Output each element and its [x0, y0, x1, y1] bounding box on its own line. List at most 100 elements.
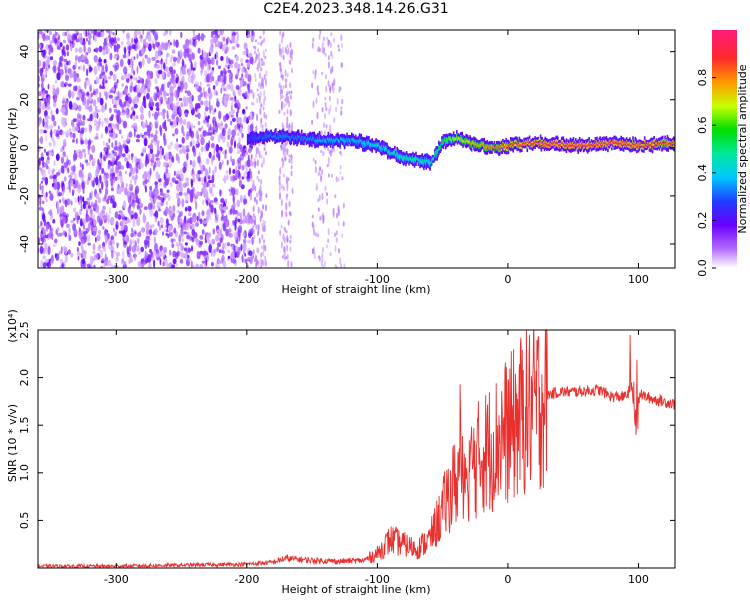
noise-speck	[281, 210, 283, 218]
noise-speck	[342, 221, 345, 227]
signal-core	[375, 144, 377, 147]
noise-speck	[213, 89, 218, 96]
noise-speck	[223, 215, 228, 223]
noise-speck	[59, 42, 63, 47]
noise-speck	[96, 164, 101, 174]
noise-speck	[124, 47, 127, 56]
noise-speck	[52, 174, 57, 180]
top-ytick-label: 0	[18, 144, 31, 151]
noise-speck	[247, 74, 252, 83]
noise-speck	[46, 55, 50, 60]
noise-speck	[49, 40, 53, 44]
noise-speck	[88, 162, 91, 166]
noise-speck	[133, 86, 136, 93]
noise-speck	[214, 165, 217, 173]
noise-speck	[322, 151, 325, 157]
noise-speck	[105, 179, 109, 189]
noise-speck	[89, 84, 92, 93]
noise-speck	[178, 87, 181, 93]
noise-speck	[249, 170, 253, 179]
noise-speck	[52, 33, 55, 42]
noise-speck	[203, 34, 206, 38]
signal-core	[625, 143, 627, 147]
noise-speck	[205, 258, 208, 266]
noise-speck	[82, 196, 85, 203]
noise-speck	[112, 150, 115, 154]
noise-speck	[178, 144, 183, 148]
noise-speck	[158, 196, 163, 201]
noise-speck	[336, 212, 339, 219]
noise-speck	[340, 62, 343, 69]
noise-speck	[181, 198, 185, 208]
noise-speck	[68, 128, 72, 133]
top-xtick-label: 100	[628, 273, 649, 286]
noise-speck	[156, 140, 160, 145]
noise-speck	[280, 198, 283, 207]
noise-speck	[65, 100, 69, 109]
noise-speck	[66, 51, 70, 57]
noise-speck	[111, 249, 114, 259]
noise-speck	[245, 70, 249, 79]
noise-speck	[204, 130, 207, 136]
noise-speck	[77, 56, 82, 63]
noise-speck	[315, 182, 318, 191]
noise-speck	[47, 156, 50, 160]
noise-speck	[184, 112, 188, 118]
noise-speck	[260, 252, 263, 258]
noise-speck	[121, 218, 126, 226]
signal-core	[476, 144, 478, 147]
noise-speck	[103, 59, 107, 64]
noise-speck	[105, 63, 108, 73]
signal-core	[643, 145, 645, 148]
noise-speck	[200, 177, 205, 183]
noise-speck	[234, 245, 239, 252]
noise-speck	[106, 30, 109, 33]
noise-speck	[85, 68, 89, 77]
noise-speck	[318, 256, 321, 262]
noise-speck	[252, 92, 255, 99]
noise-speck	[216, 59, 219, 66]
noise-speck	[290, 170, 293, 177]
noise-speck	[247, 30, 251, 35]
noise-speck	[289, 109, 292, 117]
noise-speck	[160, 246, 163, 252]
noise-speck	[287, 219, 290, 226]
noise-speck	[90, 225, 94, 233]
noise-speck	[327, 238, 330, 243]
noise-speck	[209, 46, 214, 54]
noise-speck	[289, 82, 292, 89]
noise-speck	[153, 259, 156, 268]
noise-speck	[72, 223, 77, 232]
noise-speck	[59, 206, 62, 215]
noise-speck	[127, 58, 131, 66]
noise-speck	[289, 42, 292, 48]
noise-speck	[41, 185, 44, 194]
noise-speck	[118, 210, 123, 214]
noise-speck	[220, 120, 223, 125]
noise-speck	[172, 205, 176, 213]
noise-speck	[263, 111, 266, 119]
noise-speck	[216, 152, 220, 159]
noise-speck	[102, 170, 106, 174]
noise-speck	[164, 257, 168, 267]
noise-speck	[108, 34, 111, 39]
noise-speck	[164, 119, 167, 128]
noise-speck	[42, 255, 46, 260]
noise-speck	[247, 148, 252, 153]
noise-speck	[155, 249, 159, 254]
noise-speck	[187, 254, 190, 259]
noise-speck	[111, 239, 115, 245]
noise-speck	[286, 72, 289, 78]
noise-speck	[84, 80, 87, 90]
noise-speck	[201, 182, 204, 186]
noise-speck	[202, 250, 207, 256]
noise-speck	[104, 41, 107, 48]
noise-speck	[42, 90, 46, 95]
noise-speck	[103, 219, 107, 224]
signal-core	[612, 142, 615, 145]
noise-speck	[215, 143, 220, 153]
noise-speck	[126, 246, 130, 255]
noise-speck	[281, 46, 284, 55]
noise-speck	[64, 231, 67, 238]
noise-speck	[142, 147, 146, 152]
